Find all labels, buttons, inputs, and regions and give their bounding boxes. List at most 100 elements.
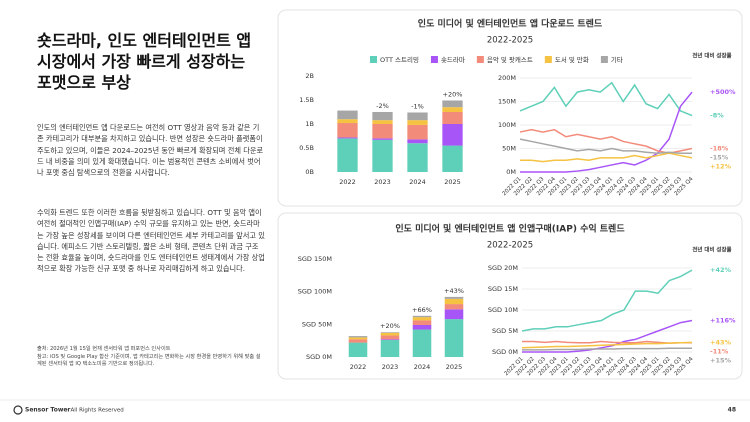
- growth-title: 전년 대비 성장률: [692, 246, 731, 254]
- y-tick-label: 0B: [305, 168, 314, 176]
- y-tick-label: 200M: [498, 74, 516, 82]
- bar-segment: [412, 317, 432, 321]
- bar-segment: [348, 337, 368, 340]
- x-tick-label: 2025: [446, 363, 463, 371]
- bar-segment: [337, 137, 358, 139]
- x-tick-label: 2023: [374, 178, 391, 186]
- x-tick-label: 2025: [444, 178, 461, 186]
- bar-segment: [372, 139, 393, 172]
- y-tick-label: 1.5B: [299, 96, 314, 104]
- y-tick-label: SGD 0M: [306, 353, 332, 361]
- line-series: [521, 341, 693, 349]
- bar-segment: [442, 107, 463, 112]
- bar-segment: [442, 100, 463, 108]
- growth-label: -18%: [710, 145, 729, 153]
- y-tick-label: SGD 0M: [492, 348, 518, 356]
- growth-label: -11%: [710, 347, 729, 355]
- growth-annotation: -2%: [376, 102, 389, 110]
- logo: [13, 405, 23, 415]
- note: 참고: iOS 및 Google Play 합산 기준이며, 앱 카테고리는 변…: [37, 353, 261, 368]
- bar-segment: [442, 112, 463, 124]
- growth-title: 전년 대비 성장률: [692, 52, 731, 60]
- bar-segment: [372, 112, 393, 121]
- bar-segment: [337, 110, 358, 120]
- bar-segment: [337, 123, 358, 138]
- bar-segment: [444, 309, 464, 320]
- growth-label: +12%: [710, 163, 731, 171]
- growth-annotation: +66%: [412, 306, 432, 314]
- growth-label: -8%: [710, 112, 724, 120]
- bar-segment: [380, 332, 400, 336]
- legend-swatch: [430, 56, 438, 63]
- y-tick-label: 0M: [506, 168, 516, 176]
- line-series: [521, 269, 693, 332]
- growth-annotation: +43%: [444, 287, 464, 295]
- legend-label: 기타: [611, 55, 623, 64]
- line-series: [520, 91, 693, 173]
- growth-annotation: +20%: [443, 90, 463, 98]
- bar-segment: [348, 336, 368, 338]
- y-tick-label: 2B: [305, 72, 314, 80]
- bar-segment: [380, 335, 400, 340]
- legend-label: 음악 및 팟캐스트: [487, 55, 533, 64]
- y-tick-label: 50M: [502, 145, 516, 153]
- bar-segment: [380, 340, 400, 357]
- bar-segment: [337, 119, 358, 124]
- bar-segment: [444, 296, 464, 299]
- y-tick-label: SGD 20M: [488, 264, 518, 272]
- growth-label: +15%: [710, 356, 731, 364]
- line-series: [519, 138, 692, 154]
- x-tick-label: 2024: [409, 178, 426, 186]
- legend-swatch: [476, 56, 484, 63]
- legend-swatch: [600, 56, 608, 63]
- legend-label: 숏드라마: [441, 55, 465, 64]
- note: 출처: 2026년 1월 15일 현재 센서타워 앱 퍼포먼스 인사이트: [37, 346, 171, 352]
- line-series: [520, 152, 693, 163]
- y-tick-label: SGD 50M: [302, 320, 332, 328]
- bar-segment: [442, 124, 463, 146]
- growth-label: +116%: [710, 317, 736, 325]
- bar-segment: [407, 112, 428, 121]
- bar-segment: [444, 304, 464, 310]
- bar-segment: [380, 332, 400, 333]
- x-tick-label: 2023: [382, 363, 399, 371]
- bar-segment: [372, 138, 393, 140]
- bar-segment: [348, 342, 368, 357]
- page-number: 48: [728, 407, 736, 414]
- y-tick-label: 1B: [305, 120, 314, 128]
- x-tick-label: 2022: [350, 363, 367, 371]
- bar-segment: [444, 298, 464, 305]
- line-series: [519, 81, 693, 117]
- bar-segment: [372, 124, 393, 139]
- panel-subtitle: 2022-2025: [487, 36, 533, 46]
- y-tick-label: SGD 15M: [488, 285, 518, 293]
- bar-segment: [412, 315, 432, 318]
- bar-segment: [348, 339, 368, 343]
- paragraph: 수익화 트렌드 또한 이러한 흐름을 뒷받침하고 있습니다. OTT 및 음악 …: [37, 208, 265, 274]
- legend-label: OTT 스트리밍: [380, 55, 419, 64]
- bar-segment: [407, 143, 428, 172]
- bar-segment: [407, 124, 428, 140]
- y-tick-label: SGD 5M: [492, 327, 518, 335]
- y-tick-label: 150M: [498, 98, 516, 106]
- legend-swatch: [544, 56, 552, 63]
- growth-label: +42%: [710, 266, 731, 274]
- bar-segment: [412, 324, 432, 330]
- footer-brand: Sensor Tower: [25, 407, 70, 414]
- bar-segment: [442, 145, 463, 172]
- growth-label: +500%: [710, 88, 736, 96]
- growth-annotation: +20%: [380, 322, 400, 330]
- x-tick-label: 2022: [339, 178, 356, 186]
- panel-title: 인도 미디어 및 엔터테인먼트 앱 인앱구매(IAP) 수익 트렌드: [395, 223, 625, 235]
- panel-subtitle: 2022-2025: [487, 241, 533, 251]
- bar-segment: [412, 320, 432, 325]
- bar-segment: [372, 120, 393, 124]
- bar-segment: [337, 138, 358, 172]
- bar-segment: [380, 339, 400, 341]
- x-tick-label: 2024: [414, 363, 431, 371]
- legend-label: 도서 및 만화: [555, 55, 589, 64]
- line-series: [522, 347, 692, 351]
- growth-label: +43%: [710, 338, 731, 346]
- y-tick-label: SGD 150M: [298, 255, 332, 263]
